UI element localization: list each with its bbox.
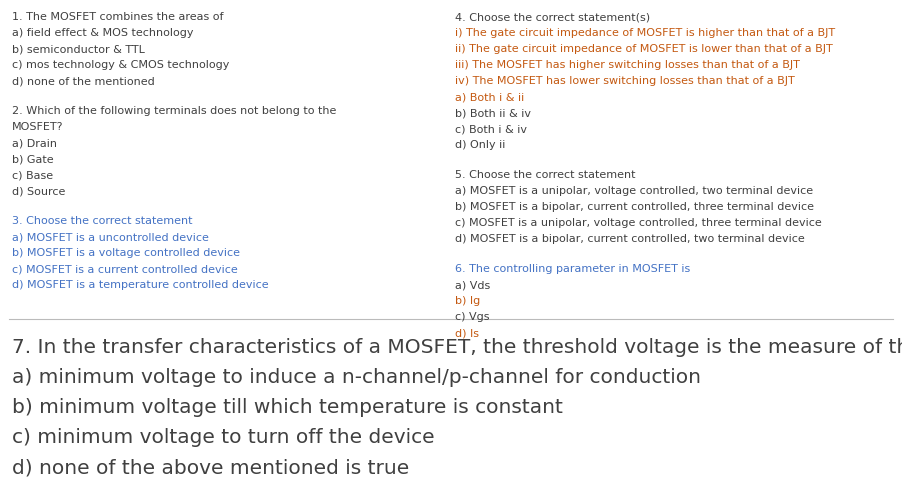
Text: c) mos technology & CMOS technology: c) mos technology & CMOS technology [12, 60, 229, 70]
Text: b) minimum voltage till which temperature is constant: b) minimum voltage till which temperatur… [12, 397, 563, 416]
Text: a) Drain: a) Drain [12, 138, 57, 148]
Text: d) Only ii: d) Only ii [455, 140, 505, 150]
Text: a) field effect & MOS technology: a) field effect & MOS technology [12, 28, 194, 38]
Text: 7. In the transfer characteristics of a MOSFET, the threshold voltage is the mea: 7. In the transfer characteristics of a … [12, 337, 902, 356]
Text: d) none of the above mentioned is true: d) none of the above mentioned is true [12, 457, 410, 476]
Text: b) Ig: b) Ig [455, 295, 480, 305]
Text: d) MOSFET is a temperature controlled device: d) MOSFET is a temperature controlled de… [12, 280, 269, 289]
Text: 5. Choose the correct statement: 5. Choose the correct statement [455, 170, 636, 180]
Text: b) MOSFET is a voltage controlled device: b) MOSFET is a voltage controlled device [12, 247, 240, 258]
Text: ii) The gate circuit impedance of MOSFET is lower than that of a BJT: ii) The gate circuit impedance of MOSFET… [455, 44, 833, 54]
Text: 1. The MOSFET combines the areas of: 1. The MOSFET combines the areas of [12, 12, 224, 22]
Text: c) Base: c) Base [12, 170, 53, 180]
Text: a) Both i & ii: a) Both i & ii [455, 92, 524, 102]
Text: b) semiconductor & TTL: b) semiconductor & TTL [12, 44, 145, 54]
Text: iii) The MOSFET has higher switching losses than that of a BJT: iii) The MOSFET has higher switching los… [455, 60, 800, 70]
Text: c) minimum voltage to turn off the device: c) minimum voltage to turn off the devic… [12, 427, 435, 446]
Text: c) Vgs: c) Vgs [455, 311, 490, 321]
Text: b) MOSFET is a bipolar, current controlled, three terminal device: b) MOSFET is a bipolar, current controll… [455, 202, 814, 212]
Text: d) MOSFET is a bipolar, current controlled, two terminal device: d) MOSFET is a bipolar, current controll… [455, 234, 805, 244]
Text: c) Both i & iv: c) Both i & iv [455, 124, 527, 134]
Text: MOSFET?: MOSFET? [12, 122, 63, 132]
Text: d) none of the mentioned: d) none of the mentioned [12, 76, 155, 86]
Text: a) MOSFET is a unipolar, voltage controlled, two terminal device: a) MOSFET is a unipolar, voltage control… [455, 185, 813, 196]
Text: iv) The MOSFET has lower switching losses than that of a BJT: iv) The MOSFET has lower switching losse… [455, 76, 795, 86]
Text: b) Both ii & iv: b) Both ii & iv [455, 108, 531, 118]
Text: d) Source: d) Source [12, 185, 65, 196]
Text: i) The gate circuit impedance of MOSFET is higher than that of a BJT: i) The gate circuit impedance of MOSFET … [455, 28, 835, 38]
Text: c) MOSFET is a current controlled device: c) MOSFET is a current controlled device [12, 264, 238, 273]
Text: a) Vds: a) Vds [455, 280, 491, 289]
Text: 3. Choose the correct statement: 3. Choose the correct statement [12, 216, 192, 225]
Text: 2. Which of the following terminals does not belong to the: 2. Which of the following terminals does… [12, 106, 336, 116]
Text: a) MOSFET is a uncontrolled device: a) MOSFET is a uncontrolled device [12, 231, 209, 242]
Text: d) Is: d) Is [455, 327, 479, 337]
Text: 6. The controlling parameter in MOSFET is: 6. The controlling parameter in MOSFET i… [455, 264, 690, 273]
Text: b) Gate: b) Gate [12, 154, 53, 163]
Text: 4. Choose the correct statement(s): 4. Choose the correct statement(s) [455, 12, 650, 22]
Text: c) MOSFET is a unipolar, voltage controlled, three terminal device: c) MOSFET is a unipolar, voltage control… [455, 218, 822, 227]
Text: a) minimum voltage to induce a n-channel/p-channel for conduction: a) minimum voltage to induce a n-channel… [12, 367, 701, 386]
